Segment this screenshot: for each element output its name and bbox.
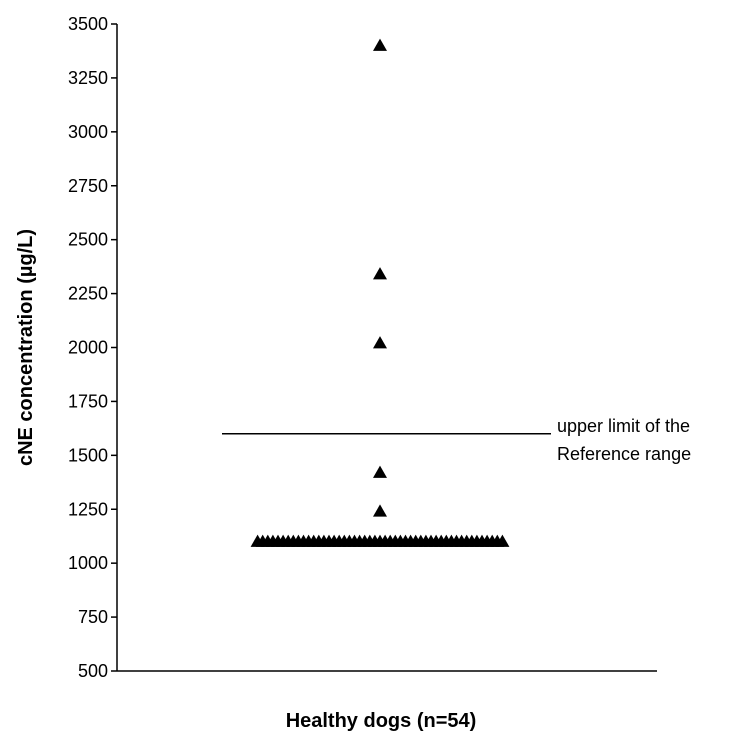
y-tick-label: 500 (78, 661, 108, 681)
y-tick-label: 3500 (68, 14, 108, 34)
y-tick-label: 1250 (68, 499, 108, 519)
data-points (250, 38, 510, 547)
data-point (373, 504, 387, 517)
y-tick-label: 750 (78, 607, 108, 627)
y-tick-label: 1500 (68, 445, 108, 465)
y-tick-label: 2750 (68, 176, 108, 196)
y-tick-label: 1000 (68, 553, 108, 573)
y-tick-label: 2000 (68, 338, 108, 358)
y-axis-title: cNE concentration (µg/L) (15, 229, 37, 466)
reference-label-line2: Reference range (557, 444, 691, 464)
data-point (373, 267, 387, 280)
y-axis: 500 750 1000 1250 1500 1750 2000 2250 2500 2750 30… (68, 14, 118, 681)
data-point (373, 38, 387, 51)
y-tick-label: 1750 (68, 391, 108, 411)
x-axis-title: Healthy dogs (n=54) (286, 710, 477, 732)
y-tick-label: 2500 (68, 230, 108, 250)
data-point (373, 336, 387, 349)
y-tick-label: 2250 (68, 284, 108, 304)
reference-label-line1: upper limit of the (557, 416, 690, 436)
y-tick-label: 3250 (68, 68, 108, 88)
data-point (495, 534, 510, 547)
y-tick-label: 3000 (68, 122, 108, 142)
data-point (373, 465, 387, 478)
